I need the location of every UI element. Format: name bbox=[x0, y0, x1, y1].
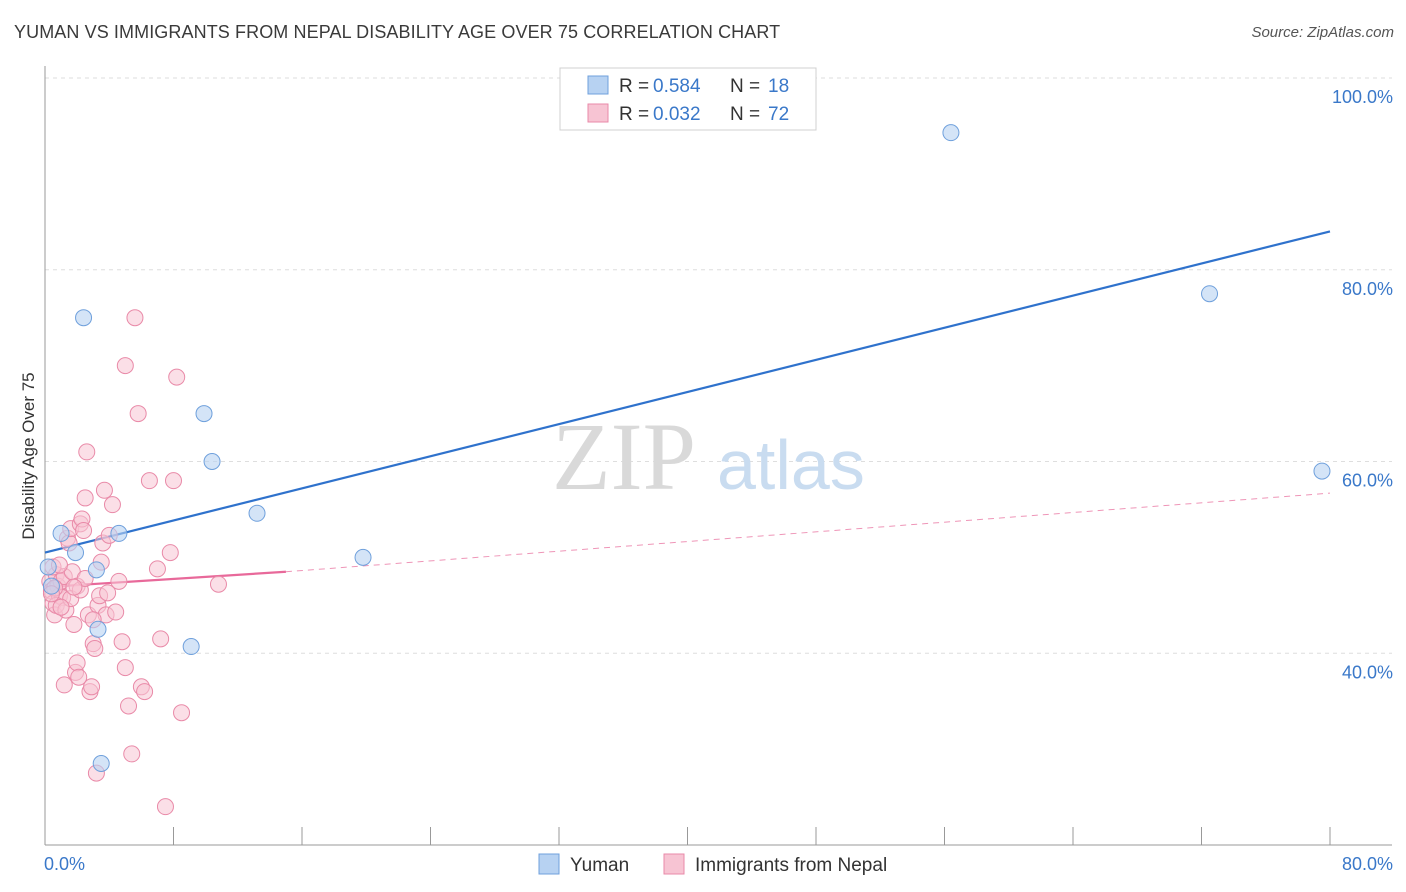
point-nepal-39 bbox=[99, 584, 117, 602]
point-nepal-50 bbox=[129, 405, 147, 423]
point-nepal-43 bbox=[110, 572, 128, 590]
point-yuman-4 bbox=[87, 561, 105, 579]
point-nepal-59 bbox=[168, 368, 186, 386]
point-yuman-6 bbox=[92, 755, 110, 773]
point-nepal-41 bbox=[103, 496, 121, 514]
point-yuman-9 bbox=[182, 638, 200, 656]
point-nepal-53 bbox=[140, 472, 158, 490]
grid-lines bbox=[45, 77, 1392, 654]
point-nepal-24 bbox=[75, 522, 93, 540]
point-nepal-42 bbox=[107, 603, 125, 621]
point-nepal-57 bbox=[161, 544, 179, 562]
point-yuman-0 bbox=[39, 558, 57, 576]
legend-n-value-1: 18 bbox=[768, 76, 789, 97]
point-nepal-68 bbox=[52, 598, 70, 616]
y-tick-label-3: 40.0% bbox=[1342, 662, 1393, 682]
legend-r-value-2: 0.032 bbox=[653, 104, 701, 125]
point-yuman-7 bbox=[110, 524, 128, 542]
point-yuman-16 bbox=[42, 577, 60, 595]
bottom-legend-yuman: Yuman bbox=[570, 855, 629, 876]
data-points bbox=[39, 69, 1331, 816]
x-tick-label-1: 80.0% bbox=[1342, 854, 1393, 874]
legend-n-value-2: 72 bbox=[768, 104, 789, 125]
point-nepal-49 bbox=[126, 309, 144, 327]
point-nepal-31 bbox=[86, 639, 104, 657]
point-yuman-8 bbox=[195, 405, 213, 423]
point-nepal-48 bbox=[116, 357, 134, 375]
point-yuman-2 bbox=[67, 544, 85, 562]
point-nepal-45 bbox=[116, 659, 134, 677]
point-nepal-25 bbox=[76, 489, 94, 507]
point-nepal-70 bbox=[76, 569, 94, 587]
watermark: ZIP atlas bbox=[552, 403, 865, 510]
series-legend: Yuman Immigrants from Nepal bbox=[538, 853, 887, 876]
y-tick-label-1: 80.0% bbox=[1342, 279, 1393, 299]
legend-swatch-nepal bbox=[587, 103, 609, 123]
point-nepal-44 bbox=[113, 633, 131, 651]
point-nepal-29 bbox=[83, 678, 101, 696]
trend-line-nepal-extension bbox=[285, 492, 1331, 573]
point-nepal-26 bbox=[78, 443, 96, 461]
bottom-legend-swatch-yuman bbox=[538, 853, 560, 875]
y-tick-label-2: 60.0% bbox=[1342, 471, 1393, 491]
point-yuman-11 bbox=[248, 504, 266, 522]
point-yuman-14 bbox=[1201, 285, 1219, 303]
legend-r-label-1: R = bbox=[619, 76, 649, 97]
y-axis-label: Disability Age Over 75 bbox=[19, 372, 38, 539]
tick-labels: 100.0% 80.0% 60.0% 40.0% 0.0% 80.0% bbox=[44, 87, 1393, 874]
legend-r-label-2: R = bbox=[619, 104, 649, 125]
point-yuman-5 bbox=[89, 620, 107, 638]
legend-n-label-1: N = bbox=[730, 76, 760, 97]
point-nepal-58 bbox=[165, 472, 182, 490]
point-nepal-56 bbox=[156, 798, 174, 816]
point-yuman-12 bbox=[354, 548, 372, 566]
chart-title: YUMAN VS IMMIGRANTS FROM NEPAL DISABILIT… bbox=[14, 22, 781, 42]
watermark-zip: ZIP bbox=[552, 403, 696, 510]
correlation-legend: R = 0.584 N = 18 R = 0.032 N = 72 bbox=[559, 67, 817, 131]
point-yuman-10 bbox=[203, 453, 221, 470]
point-nepal-18 bbox=[65, 615, 83, 633]
legend-r-value-1: 0.584 bbox=[653, 76, 701, 97]
y-tick-label-0: 100.0% bbox=[1332, 87, 1393, 107]
source-label: Source: ZipAtlas.com bbox=[1251, 24, 1394, 41]
axes bbox=[44, 66, 1392, 846]
watermark-atlas: atlas bbox=[717, 426, 865, 504]
point-nepal-46 bbox=[120, 697, 138, 715]
x-tick-label-0: 0.0% bbox=[44, 854, 85, 874]
point-nepal-20 bbox=[68, 654, 86, 672]
bottom-legend-nepal: Immigrants from Nepal bbox=[695, 855, 887, 876]
point-nepal-55 bbox=[152, 630, 170, 648]
point-nepal-71 bbox=[65, 578, 83, 596]
legend-swatch-yuman bbox=[587, 75, 609, 95]
bottom-legend-swatch-nepal bbox=[663, 853, 685, 875]
point-nepal-52 bbox=[136, 683, 154, 701]
point-nepal-60 bbox=[173, 704, 191, 722]
point-yuman-1 bbox=[52, 524, 70, 542]
point-nepal-61 bbox=[209, 575, 227, 593]
trend-line-yuman bbox=[44, 230, 1331, 554]
point-nepal-62 bbox=[55, 676, 73, 694]
point-nepal-37 bbox=[95, 481, 113, 499]
legend-n-label-2: N = bbox=[730, 104, 760, 125]
point-nepal-21 bbox=[70, 668, 88, 686]
point-yuman-13 bbox=[942, 124, 960, 142]
point-nepal-54 bbox=[148, 560, 166, 578]
point-yuman-15 bbox=[1313, 462, 1331, 480]
point-nepal-47 bbox=[123, 745, 141, 763]
point-yuman-3 bbox=[75, 309, 93, 327]
